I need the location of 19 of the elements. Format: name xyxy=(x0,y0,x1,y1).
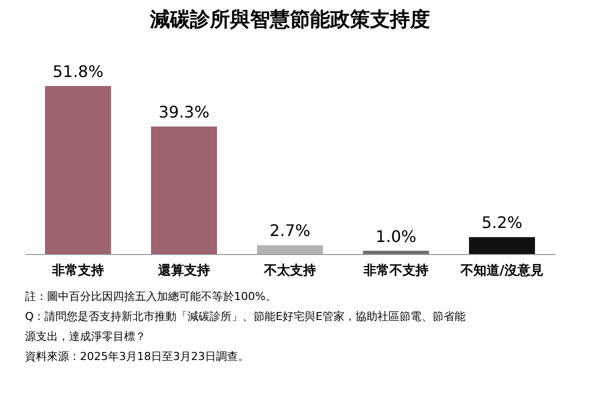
x-tick-label: 非常支持 xyxy=(51,264,104,278)
data-label: 2.7% xyxy=(270,221,310,240)
bar xyxy=(469,237,535,254)
text: 註：圖中百分比因四捨五入加總可能不等於100%。 xyxy=(25,290,276,303)
x-tick-label: 不太支持 xyxy=(263,264,316,278)
bar xyxy=(363,250,429,254)
x-tick-label: 還算支持 xyxy=(157,264,210,278)
source-note: 資料來源：2025年3月18日至3月23日調查。 xyxy=(25,350,249,363)
bar xyxy=(151,126,217,254)
x-tick-label: 不知道/沒意見 xyxy=(460,262,544,278)
bar xyxy=(257,245,323,254)
text: Q：請問您是否支持新北市推動「減碳診所」、節能E好宅與E管家，協助社區節電、節省能源支出，達成淨零目標？ xyxy=(25,310,466,343)
chart-title: 減碳診所與智慧節能政策支持度 xyxy=(149,7,430,31)
x-tick-label: 非常不支持 xyxy=(362,264,428,278)
data-label: 1.0% xyxy=(376,226,416,246)
bar xyxy=(45,86,111,254)
data-label: 5.2% xyxy=(482,213,522,232)
data-label: 39.3% xyxy=(158,102,210,122)
data-label: 51.8% xyxy=(52,62,104,81)
